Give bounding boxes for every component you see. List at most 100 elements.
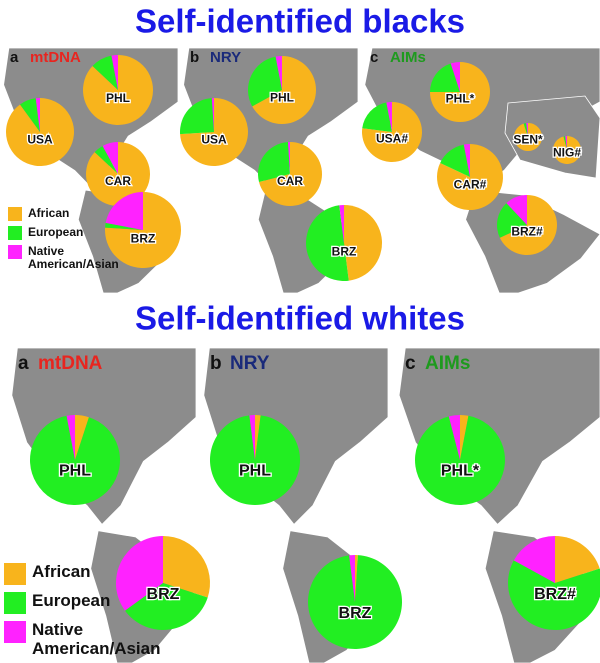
pie-slice	[499, 195, 558, 256]
pie-slice	[308, 555, 402, 649]
panel-title: AIMs	[390, 49, 426, 66]
pie-slice	[386, 102, 392, 132]
pie-slice	[440, 144, 470, 177]
pie-slice	[508, 560, 600, 630]
pie-slice	[275, 56, 282, 90]
legend-swatch	[8, 207, 22, 221]
legend: African European Native American/Asian	[4, 562, 161, 663]
pie-slice	[180, 98, 214, 135]
pie-slice	[94, 145, 118, 174]
pie-slice	[20, 98, 40, 132]
section-title: Self-identified whites	[135, 300, 465, 337]
pie-slice	[430, 63, 460, 92]
legend: African European Native American/Asian	[8, 206, 119, 276]
pie-label: PHL	[239, 462, 271, 479]
pie-slice	[102, 142, 118, 174]
pie-slice	[349, 555, 355, 602]
legend-swatch	[8, 226, 22, 240]
pie-slice	[75, 415, 89, 460]
pie-slice	[414, 415, 505, 506]
pie-label: PHL	[59, 462, 91, 479]
panel-title: mtDNA	[38, 353, 103, 374]
pie-slice	[252, 56, 316, 124]
pie-label: PHL*	[441, 462, 480, 479]
pie-slice	[355, 555, 358, 602]
pie-label: NIG#	[553, 146, 581, 160]
pie-slice	[506, 195, 527, 225]
legend-swatch	[4, 592, 26, 614]
legend-item: European	[8, 225, 118, 240]
legend-swatch	[8, 245, 22, 259]
pie-slice	[526, 123, 528, 137]
panel-title: mtDNA	[30, 49, 81, 66]
legend-label: Native American/Asian	[28, 244, 119, 272]
pie-slice	[82, 55, 153, 125]
pie-label: USA#	[376, 132, 408, 146]
pie-slice	[344, 205, 382, 281]
pie-slice	[450, 62, 460, 92]
pie-label: CAR#	[454, 177, 487, 191]
pie-slice	[5, 98, 74, 166]
pie-label: BRZ	[332, 245, 357, 259]
pie-label: SEN*	[513, 133, 543, 147]
legend-swatch	[4, 563, 26, 585]
pie-slice	[66, 415, 75, 460]
panel-letter: c	[405, 353, 416, 374]
pie-slice	[249, 415, 255, 460]
legend-item: European	[4, 591, 134, 614]
panel-letter: b	[210, 353, 222, 374]
pie-slice	[553, 136, 582, 164]
pie-label: BRZ	[147, 586, 180, 603]
pie-slice	[105, 192, 143, 230]
pie-label: CAR	[105, 174, 131, 188]
pie-slice	[180, 98, 248, 167]
legend-item: Native American/Asian	[8, 244, 119, 272]
pie-slice	[211, 98, 214, 132]
section-title: Self-identified blacks	[135, 3, 465, 40]
pie-label: USA	[201, 133, 227, 147]
pie-slice	[287, 142, 290, 174]
pie-slice	[460, 415, 469, 460]
pie-slice	[163, 536, 210, 598]
pie-label: PHL*	[446, 92, 475, 106]
pie-slice	[463, 144, 470, 177]
pie-label: BRZ	[131, 232, 156, 246]
legend-label: African	[28, 206, 70, 220]
pie-slice	[362, 102, 392, 132]
panel-title: NRY	[210, 49, 241, 66]
pie-slice	[255, 415, 261, 460]
pie-slice	[258, 142, 290, 182]
legend-item: African	[4, 562, 134, 585]
pie-label: BRZ#	[511, 225, 543, 239]
pie-slice	[306, 205, 349, 281]
pie-slice	[339, 205, 344, 243]
pie-slice	[124, 583, 208, 631]
pie-slice	[111, 55, 118, 90]
legend-swatch	[4, 621, 26, 643]
pie-slice	[248, 56, 282, 107]
panel-letter: a	[18, 353, 29, 374]
pie-label: PHL	[270, 91, 294, 105]
legend-label: European	[32, 591, 111, 610]
pie-slice	[30, 415, 121, 506]
panel-title: AIMs	[425, 353, 470, 374]
legend-label: Native American/Asian	[32, 620, 161, 658]
pie-label: PHL	[106, 91, 130, 105]
pie-slice	[210, 415, 300, 506]
legend-label: European	[28, 225, 84, 239]
pie-slice	[259, 142, 323, 207]
pie-slice	[497, 203, 527, 238]
panel-title: NRY	[230, 353, 270, 374]
pie-slice	[555, 536, 600, 583]
panel-letter: b	[190, 49, 199, 66]
pie-slice	[105, 222, 143, 230]
pie-slice	[92, 55, 118, 90]
pie-slice	[86, 142, 151, 206]
pie-slice	[115, 536, 163, 611]
pie-slice	[523, 123, 528, 137]
pie-slice	[513, 536, 555, 583]
pie-slice	[448, 415, 460, 460]
panel-letter: c	[370, 49, 378, 66]
